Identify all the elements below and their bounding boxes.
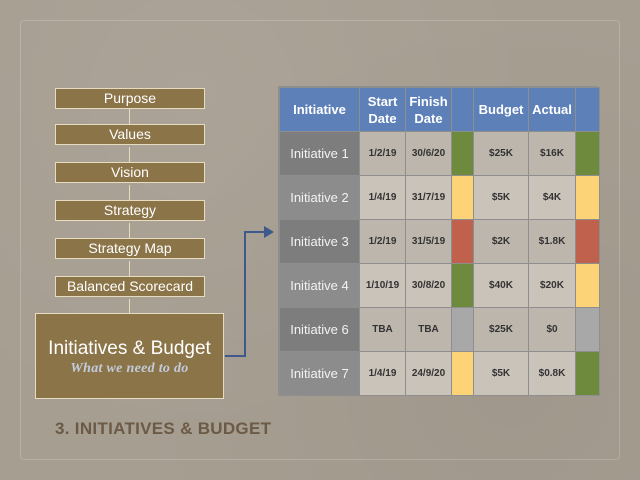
slide-heading: 3. INITIATIVES & BUDGET (55, 419, 272, 438)
row-budget-status (575, 351, 600, 396)
header-actual: Actual (528, 87, 576, 132)
row-finish-date: 30/8/20 (405, 263, 452, 308)
row-start-date: 1/4/19 (359, 175, 406, 220)
row-budget-status (575, 307, 600, 352)
row-actual: $20K (528, 263, 576, 308)
header-finish-date: Finish Date (405, 87, 452, 132)
row-actual: $0.8K (528, 351, 576, 396)
row-schedule-status (451, 131, 474, 176)
connector-line (129, 147, 130, 162)
row-initiative-name: Initiative 1 (279, 131, 360, 176)
step-balanced-scorecard: Balanced Scorecard (55, 276, 205, 297)
row-budget-status (575, 131, 600, 176)
step-vision: Vision (55, 162, 205, 183)
row-budget: $25K (473, 131, 529, 176)
row-finish-date: 31/7/19 (405, 175, 452, 220)
current-step-box: Initiatives & Budget What we need to do (35, 313, 224, 399)
header-start-date: Start Date (359, 87, 406, 132)
row-initiative-name: Initiative 3 (279, 219, 360, 264)
row-initiative-name: Initiative 2 (279, 175, 360, 220)
row-finish-date: 30/6/20 (405, 131, 452, 176)
row-schedule-status (451, 219, 474, 264)
initiatives-table: Initiative Start Date Finish Date Budget… (278, 86, 600, 396)
row-schedule-status (451, 263, 474, 308)
row-budget-status (575, 219, 600, 264)
row-budget-status (575, 175, 600, 220)
step-strategy-map: Strategy Map (55, 238, 205, 259)
table-row: Initiative 4 1/10/19 30/8/20 $40K $20K (279, 263, 600, 308)
row-finish-date: TBA (405, 307, 452, 352)
row-start-date: 1/2/19 (359, 219, 406, 264)
connector-line (129, 223, 130, 238)
step-purpose: Purpose (55, 88, 205, 109)
row-budget: $2K (473, 219, 529, 264)
row-actual: $0 (528, 307, 576, 352)
row-budget: $40K (473, 263, 529, 308)
header-status-budget (575, 87, 600, 132)
row-start-date: TBA (359, 307, 406, 352)
row-initiative-name: Initiative 4 (279, 263, 360, 308)
row-start-date: 1/2/19 (359, 131, 406, 176)
step-values: Values (55, 124, 205, 145)
step-strategy: Strategy (55, 200, 205, 221)
row-actual: $16K (528, 131, 576, 176)
row-actual: $1.8K (528, 219, 576, 264)
row-schedule-status (451, 307, 474, 352)
row-budget: $5K (473, 175, 529, 220)
connector-line (129, 299, 130, 313)
table-row: Initiative 6 TBA TBA $25K $0 (279, 307, 600, 352)
row-start-date: 1/4/19 (359, 351, 406, 396)
table-header-row: Initiative Start Date Finish Date Budget… (279, 87, 600, 132)
table-row: Initiative 1 1/2/19 30/6/20 $25K $16K (279, 131, 600, 176)
row-budget: $5K (473, 351, 529, 396)
connector-line (129, 185, 130, 200)
row-schedule-status (451, 351, 474, 396)
row-budget-status (575, 263, 600, 308)
row-start-date: 1/10/19 (359, 263, 406, 308)
table-row: Initiative 7 1/4/19 24/9/20 $5K $0.8K (279, 351, 600, 396)
row-budget: $25K (473, 307, 529, 352)
connector-line (129, 109, 130, 124)
row-initiative-name: Initiative 6 (279, 307, 360, 352)
table-row: Initiative 3 1/2/19 31/5/19 $2K $1.8K (279, 219, 600, 264)
table-row: Initiative 2 1/4/19 31/7/19 $5K $4K (279, 175, 600, 220)
arrow-head-icon (264, 226, 274, 238)
header-initiative: Initiative (279, 87, 360, 132)
current-step-title: Initiatives & Budget (48, 338, 211, 359)
arrow-line (225, 231, 266, 357)
header-budget: Budget (473, 87, 529, 132)
row-finish-date: 24/9/20 (405, 351, 452, 396)
row-schedule-status (451, 175, 474, 220)
header-status-schedule (451, 87, 474, 132)
row-initiative-name: Initiative 7 (279, 351, 360, 396)
connector-line (129, 261, 130, 276)
row-actual: $4K (528, 175, 576, 220)
row-finish-date: 31/5/19 (405, 219, 452, 264)
current-step-subtitle: What we need to do (70, 361, 189, 376)
slide-frame (20, 20, 620, 460)
